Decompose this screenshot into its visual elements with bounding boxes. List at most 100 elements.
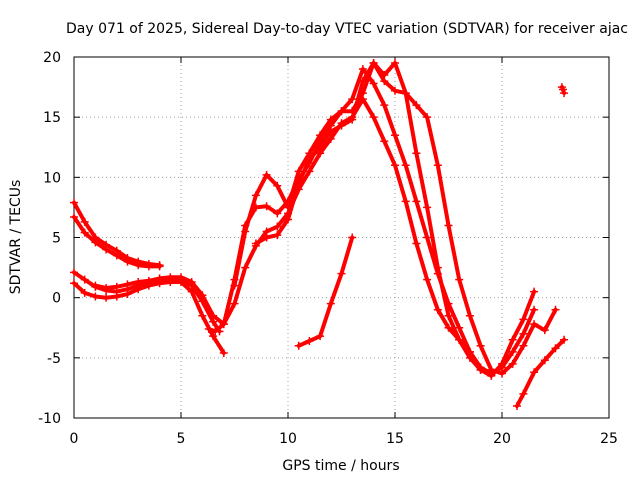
data-point bbox=[455, 335, 464, 344]
data-point bbox=[530, 320, 539, 329]
data-point bbox=[560, 89, 569, 98]
y-tick-label: -5 bbox=[47, 351, 61, 367]
data-point bbox=[540, 356, 549, 365]
data-point bbox=[326, 127, 335, 136]
data-point bbox=[241, 263, 250, 272]
data-point bbox=[465, 353, 474, 362]
data-point bbox=[380, 101, 389, 110]
data-point bbox=[369, 79, 378, 88]
data-point bbox=[423, 113, 432, 122]
data-point bbox=[80, 288, 89, 297]
series-track-10 bbox=[512, 335, 569, 410]
data-point bbox=[348, 115, 357, 124]
x-tick-label: 10 bbox=[279, 431, 297, 447]
data-point bbox=[369, 59, 378, 68]
data-point bbox=[70, 268, 78, 277]
y-tick-label: 10 bbox=[43, 170, 61, 186]
data-point bbox=[187, 278, 196, 287]
data-point bbox=[412, 101, 421, 110]
data-point bbox=[91, 292, 100, 301]
series-track-9 bbox=[294, 233, 357, 350]
data-point bbox=[412, 239, 421, 248]
data-point bbox=[391, 59, 399, 68]
data-point bbox=[177, 273, 185, 282]
data-point bbox=[508, 335, 517, 344]
data-point bbox=[134, 257, 143, 266]
data-point bbox=[551, 344, 560, 353]
y-tick-label: 5 bbox=[52, 231, 61, 247]
data-point bbox=[123, 280, 132, 289]
data-point bbox=[284, 215, 292, 224]
x-tick-labels: 0 5 10 15 20 25 bbox=[70, 431, 618, 447]
x-tick-label: 0 bbox=[70, 431, 79, 447]
data-point bbox=[241, 227, 250, 236]
data-point bbox=[294, 179, 303, 188]
data-point bbox=[423, 203, 432, 212]
data-point bbox=[209, 311, 218, 320]
data-point bbox=[391, 131, 399, 140]
data-point bbox=[455, 275, 464, 284]
series-line bbox=[93, 97, 537, 376]
data-point bbox=[134, 278, 143, 287]
data-point bbox=[316, 143, 325, 152]
data-point bbox=[433, 161, 442, 170]
data-point bbox=[262, 202, 271, 211]
data-point bbox=[273, 209, 282, 218]
data-point bbox=[337, 107, 346, 116]
x-axis-label: GPS time / hours bbox=[282, 458, 399, 474]
data-point bbox=[508, 347, 517, 356]
data-point bbox=[80, 217, 89, 226]
data-point bbox=[455, 323, 464, 332]
data-point bbox=[391, 161, 399, 170]
data-point bbox=[273, 231, 282, 240]
data-point bbox=[380, 137, 389, 146]
data-point bbox=[444, 221, 453, 230]
data-point bbox=[102, 240, 111, 249]
data-point bbox=[433, 263, 442, 272]
data-point bbox=[551, 305, 560, 314]
data-point bbox=[316, 332, 325, 341]
data-point bbox=[198, 291, 207, 300]
data-point bbox=[70, 198, 78, 207]
data-point bbox=[508, 359, 517, 368]
data-point bbox=[80, 228, 89, 237]
data-point bbox=[401, 161, 410, 170]
data-point bbox=[519, 341, 528, 350]
data-point bbox=[219, 320, 228, 329]
data-point bbox=[70, 213, 78, 222]
data-point bbox=[294, 341, 303, 350]
data-point bbox=[337, 269, 346, 278]
data-point bbox=[305, 155, 314, 164]
data-point bbox=[560, 335, 569, 344]
data-point bbox=[230, 281, 239, 290]
data-point bbox=[498, 359, 506, 368]
data-point bbox=[519, 389, 528, 398]
data-point bbox=[262, 170, 271, 179]
data-point bbox=[166, 273, 175, 282]
data-point bbox=[198, 311, 207, 320]
x-tick-label: 5 bbox=[177, 431, 186, 447]
series-track-7 bbox=[230, 59, 560, 378]
series-line bbox=[515, 337, 567, 408]
data-point bbox=[230, 299, 239, 308]
data-point bbox=[423, 275, 432, 284]
series-line bbox=[296, 235, 355, 348]
data-point bbox=[262, 233, 271, 242]
data-point bbox=[444, 323, 453, 332]
data-point bbox=[294, 167, 303, 176]
data-point bbox=[251, 191, 260, 200]
data-point bbox=[530, 368, 539, 377]
data-point bbox=[558, 85, 567, 94]
x-tick-label: 15 bbox=[386, 431, 404, 447]
data-point bbox=[401, 197, 410, 206]
data-point bbox=[519, 315, 528, 324]
data-point bbox=[273, 181, 282, 190]
x-tick-label: 20 bbox=[493, 431, 511, 447]
data-point bbox=[211, 327, 220, 336]
data-point bbox=[433, 305, 442, 314]
series-track-4 bbox=[70, 268, 224, 336]
data-point bbox=[423, 233, 432, 242]
data-point bbox=[102, 293, 111, 302]
data-point bbox=[326, 115, 335, 124]
